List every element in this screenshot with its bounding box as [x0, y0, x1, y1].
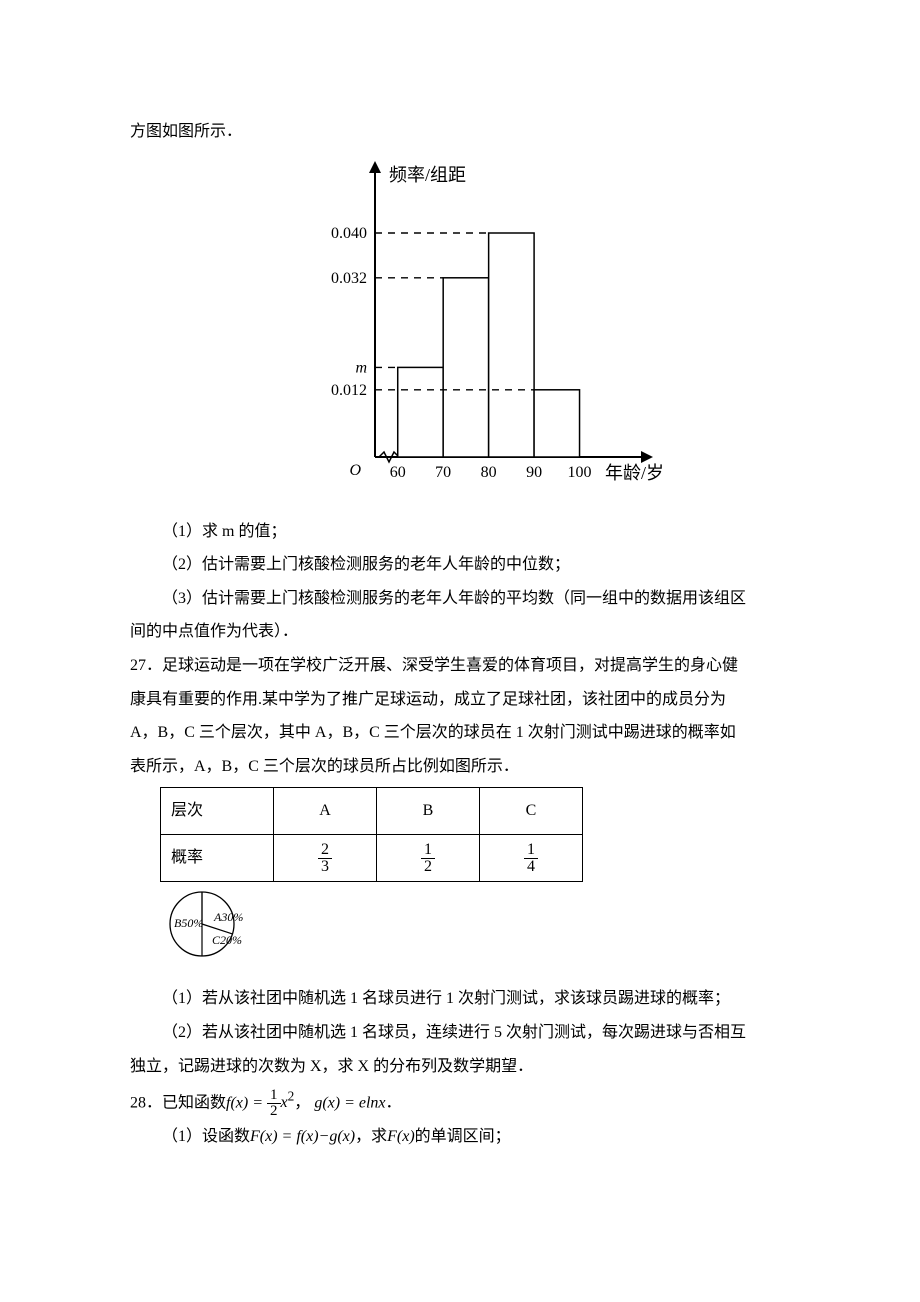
- svg-text:m: m: [355, 359, 367, 376]
- q27-part1: （1）若从该社团中随机选 1 名球员进行 1 次射门测试，求该球员踢进球的概率；: [130, 982, 800, 1016]
- x-squared: x2: [281, 1094, 295, 1111]
- frac-den: 2: [421, 859, 435, 875]
- svg-text:80: 80: [481, 464, 497, 481]
- prob-a: 23: [274, 834, 377, 881]
- probability-table: 层次 A B C 概率 23 12 14: [160, 787, 583, 881]
- q27-part2a: （2）若从该社团中随机选 1 名球员，连续进行 5 次射门测试，每次踢进球与否相…: [130, 1016, 800, 1050]
- svg-text:0.012: 0.012: [331, 381, 367, 398]
- frac-num: 1: [421, 842, 435, 859]
- col-b: B: [377, 788, 480, 835]
- frac-den: 2: [267, 1104, 281, 1119]
- gx-eq: g(x) = elnx: [314, 1094, 385, 1111]
- svg-text:频率/组距: 频率/组距: [389, 165, 466, 185]
- pie-svg: A30% C20% B50%: [160, 886, 250, 962]
- q26-part3b: 间的中点值作为代表）．: [130, 615, 800, 649]
- frac-num: 1: [267, 1088, 281, 1104]
- svg-text:0.032: 0.032: [331, 269, 367, 286]
- intro-tail: 方图如图所示．: [130, 115, 800, 149]
- svg-text:0.040: 0.040: [331, 225, 367, 242]
- frac-num: 1: [524, 842, 538, 859]
- svg-text:100: 100: [568, 464, 592, 481]
- Fx-def: F(x) = f(x)−g(x): [250, 1128, 355, 1145]
- svg-text:A30%: A30%: [213, 910, 243, 924]
- q28-prefix: 28．已知函数: [130, 1094, 226, 1111]
- svg-text:70: 70: [435, 464, 451, 481]
- pie-figure: A30% C20% B50%: [160, 886, 800, 975]
- q26-part3a: （3）估计需要上门核酸检测服务的老年人年龄的平均数（同一组中的数据用该组区: [130, 582, 800, 616]
- prob-b: 12: [377, 834, 480, 881]
- row-label-prob: 概率: [161, 834, 274, 881]
- row-label-level: 层次: [161, 788, 274, 835]
- prob-c: 14: [480, 834, 583, 881]
- q28-part1: （1）设函数F(x) = f(x)−g(x)，求F(x)的单调区间；: [130, 1120, 800, 1154]
- period: ．: [386, 1094, 402, 1111]
- table-row: 层次 A B C: [161, 788, 583, 835]
- q26-part2: （2）估计需要上门核酸检测服务的老年人年龄的中位数；: [130, 548, 800, 582]
- frac-num: 2: [318, 842, 332, 859]
- histogram-svg: 0.040 0.032 m 0.012 60 70 80 90 100 O 频率/组距年龄/岁: [265, 157, 665, 497]
- q28-stem: 28．已知函数f(x) = 12x2， g(x) = elnx．: [130, 1083, 800, 1120]
- col-c: C: [480, 788, 583, 835]
- svg-text:C20%: C20%: [212, 933, 242, 947]
- frac-den: 4: [524, 859, 538, 875]
- q28-1-a: （1）设函数: [162, 1128, 250, 1145]
- frac-den: 3: [318, 859, 332, 875]
- svg-text:B50%: B50%: [174, 916, 203, 930]
- histogram-figure: 0.040 0.032 m 0.012 60 70 80 90 100 O 频率/组距年龄/岁: [130, 157, 800, 497]
- table-row: 概率 23 12 14: [161, 834, 583, 881]
- svg-text:年龄/岁: 年龄/岁: [605, 463, 664, 483]
- fx-eq: f(x) =: [226, 1094, 267, 1111]
- q27-line3: A，B，C 三个层次，其中 A，B，C 三个层次的球员在 1 次射门测试中踢进球…: [130, 716, 800, 750]
- q27-line4: 表所示，A，B，C 三个层次的球员所占比例如图所示．: [130, 750, 800, 784]
- Fx: F(x): [387, 1128, 415, 1145]
- probability-table-wrap: 层次 A B C 概率 23 12 14: [160, 787, 800, 881]
- q28-1-c: ，求: [355, 1128, 387, 1145]
- svg-text:O: O: [349, 462, 361, 479]
- q27-line1: 27．足球运动是一项在学校广泛开展、深受学生喜爱的体育项目，对提高学生的身心健: [130, 649, 800, 683]
- q27-part2b: 独立，记踢进球的次数为 X，求 X 的分布列及数学期望．: [130, 1050, 800, 1084]
- svg-text:90: 90: [526, 464, 542, 481]
- q26-part1: （1）求 m 的值；: [130, 515, 800, 549]
- svg-text:60: 60: [390, 464, 406, 481]
- sep: ，: [294, 1094, 310, 1111]
- q28-1-e: 的单调区间；: [415, 1128, 511, 1145]
- col-a: A: [274, 788, 377, 835]
- q27-line2: 康具有重要的作用.某中学为了推广足球运动，成立了足球社团，该社团中的成员分为: [130, 683, 800, 717]
